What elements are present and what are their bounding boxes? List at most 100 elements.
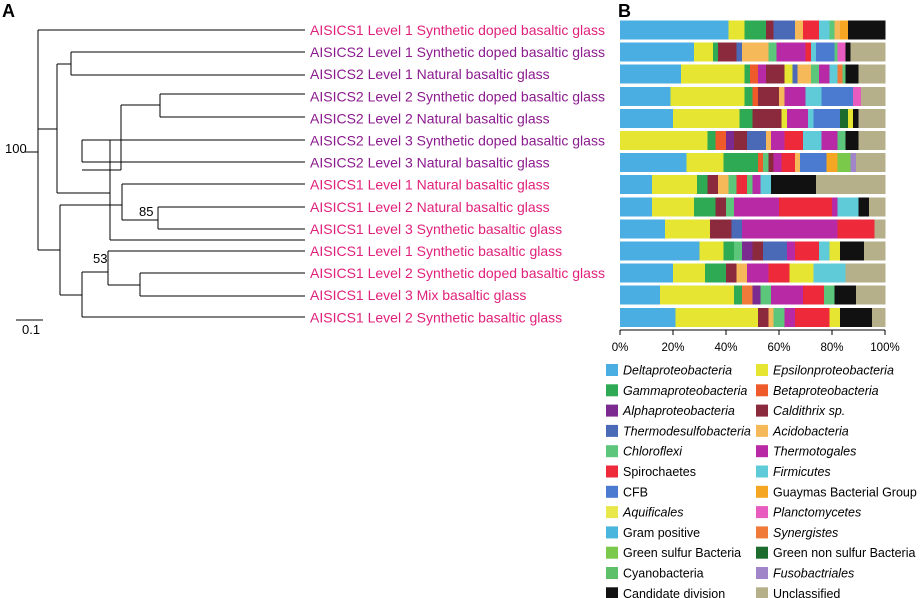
x-axis: 0% 20% 40% 60% 80% 100% [612,329,900,354]
bar-segment [736,263,748,283]
bar-segment [858,108,886,128]
bar-segment [834,285,857,305]
bar-segment [768,153,775,173]
legend-swatch [606,546,618,559]
legend-swatch [756,526,768,539]
bar-segment [757,153,764,173]
bar-segment [694,197,716,217]
bar-segment [723,241,735,261]
legend-label: Alphaproteobacteria [622,404,735,418]
bar-segment [747,175,753,195]
bar-segment [686,153,724,173]
bar-segment [834,42,838,62]
bar-segment [810,64,820,84]
bar-segment [760,285,772,305]
legend-label: Firmicutes [773,465,831,479]
legend-label: Spirochaetes [623,465,696,479]
bar-segment [728,175,737,195]
bar-segment [784,86,806,106]
bar-segment [659,285,735,305]
bar-segment [726,131,735,150]
bar-segment [832,197,838,217]
bar-segment [736,175,748,195]
bar-segment [845,263,886,283]
bar-segment [842,64,846,84]
bar-segment [765,20,775,40]
bar-segment [863,241,886,261]
bar-segment [744,86,753,106]
bar-segment [620,153,687,173]
legend-label: Betaproteobacteria [773,384,879,398]
bar-segment [723,153,759,173]
legend-item: CFB [606,485,648,499]
bar-segment [707,175,719,195]
legend-item: Unclassified [756,587,840,598]
bar-segment [726,263,737,283]
sample-label: AISICS2 Level 3 Synthetic doped basaltic… [310,133,605,149]
bar-segment [816,42,836,62]
sample-label: AISICS2 Level 2 Synthetic doped basaltic… [310,88,605,104]
bar-segment [773,307,785,327]
legend-swatch [756,424,768,437]
bar-segment [837,131,846,150]
legend-label: Thermotogales [773,445,856,459]
bar-segment [752,108,783,128]
bar-segment [710,219,732,239]
bar-segment [829,241,841,261]
legend-item: Deltaproteobacteria [606,364,732,378]
bar-segment [704,263,727,283]
bar-segment [773,153,783,173]
legend-label: Synergistes [773,526,838,540]
bar-row [620,131,886,150]
x-tick-label: 0% [612,342,629,354]
legend-item: Firmicutes [756,465,831,479]
legend-item: Chloroflexi [606,445,683,459]
bar-segment [620,20,730,40]
bar-segment [715,197,727,217]
bar-segment [620,86,671,106]
bar-segment [744,20,767,40]
legend-item: Epsilonproteobacteria [756,364,894,378]
bar-segment [821,86,854,106]
bar-segment [665,219,711,239]
bar-segment [847,108,854,128]
bar-segment [802,131,822,150]
bar-segment [694,42,714,62]
legend-swatch [606,465,618,478]
legend-label: Deltaproteobacteria [623,364,732,378]
bar-segment [673,263,706,283]
legend-item: Caldithrix sp. [756,404,845,418]
bar-row [620,20,886,40]
legend-swatch [606,445,618,458]
bar-segment [757,86,780,106]
bar-segment [839,20,849,40]
bar-row [620,42,886,62]
bar-segment [781,108,788,128]
stacked-bars [620,20,886,327]
legend-swatch [606,567,618,579]
legend-swatch [606,384,618,397]
bar-segment [715,131,727,150]
bar-segment [741,219,838,239]
bar-segment [818,241,830,261]
bar-segment [853,108,859,128]
bar-segment [837,153,851,173]
bar-segment [620,131,708,150]
x-tick-label: 40% [714,342,737,354]
bar-segment [620,108,674,128]
legend-item: Thermotogales [756,445,856,459]
scale-bar-label: 0.1 [22,322,40,337]
bar-row [620,86,886,106]
bar-segment [829,20,836,40]
bar-segment [670,86,745,106]
legend-item: Alphaproteobacteria [606,404,735,418]
bar-segment [768,263,790,283]
bar-segment [813,108,841,128]
bar-segment [699,241,724,261]
sample-label: AISICS1 Level 3 Mix basaltic glass [310,287,526,303]
legend-swatch [756,546,768,559]
legend-item: Cyanobacteria [606,567,704,581]
bar-segment [784,131,804,150]
bar-segment [733,197,780,217]
